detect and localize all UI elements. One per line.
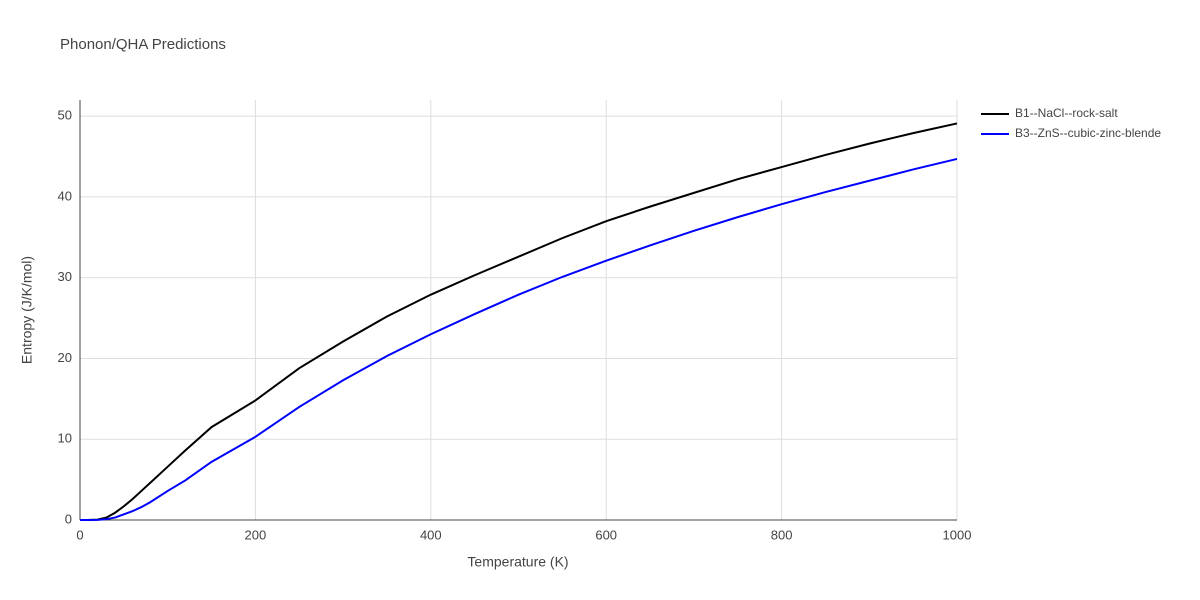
chart-title: Phonon/QHA Predictions — [60, 36, 226, 53]
y-tick-label: 0 — [65, 511, 72, 526]
data-line — [80, 157, 958, 521]
y-tick-label: 50 — [58, 108, 72, 123]
x-tick-label: 800 — [771, 527, 793, 542]
y-axis-label: Entropy (J/K/mol) — [19, 256, 35, 364]
x-tick-label: 0 — [76, 527, 83, 542]
y-tick-label: 10 — [58, 431, 72, 446]
x-axis-label: Temperature (K) — [467, 554, 568, 570]
legend-label: B1--NaCl--rock-salt — [1015, 106, 1118, 120]
y-tick-label: 30 — [58, 269, 72, 284]
x-tick-label: 600 — [595, 527, 617, 542]
data-line — [79, 122, 958, 521]
y-tick-label: 20 — [58, 350, 72, 365]
x-tick-label: 1000 — [943, 527, 972, 542]
legend-label: B3--ZnS--cubic-zinc-blende — [1015, 126, 1161, 140]
x-tick-label: 200 — [245, 527, 267, 542]
y-tick-label: 40 — [58, 188, 72, 203]
x-tick-label: 400 — [420, 527, 442, 542]
